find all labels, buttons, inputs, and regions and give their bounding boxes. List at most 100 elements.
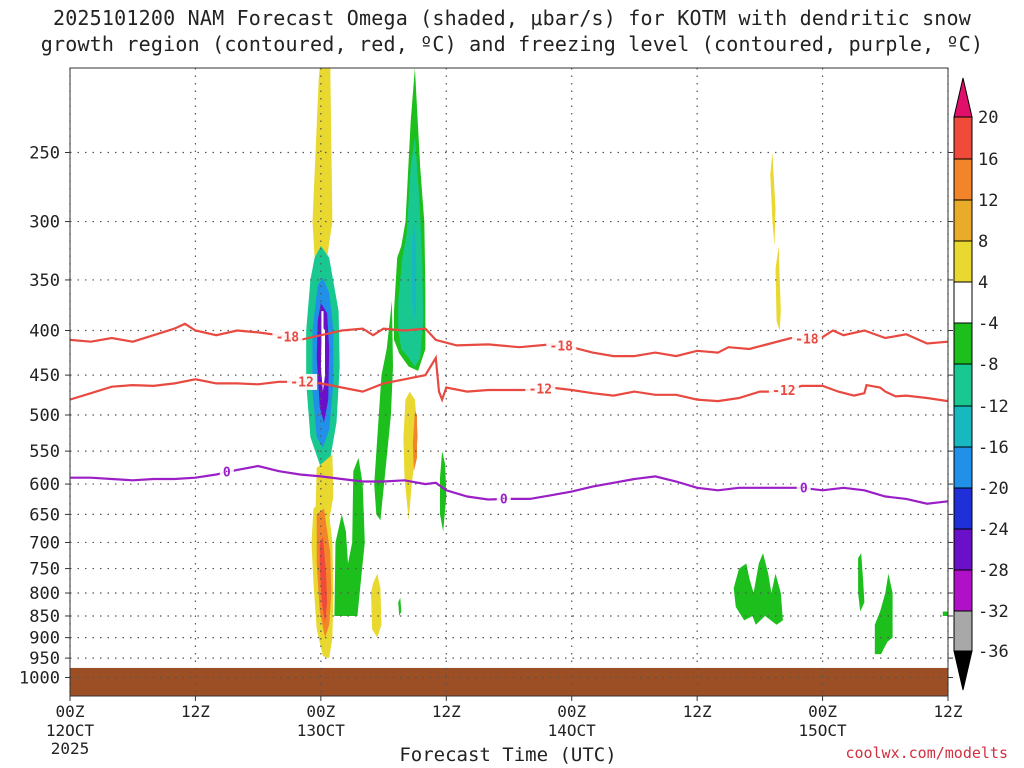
colorbar-swatch	[953, 116, 973, 160]
colorbar-swatch	[953, 322, 973, 365]
contour-layer: -18 -18 -18 -12 -12 -12 0 0 0	[70, 322, 948, 508]
y-tick-label: 800	[29, 584, 60, 604]
omega-shade-region	[398, 137, 424, 367]
colorbar-tick-label: -32	[978, 602, 1009, 622]
colorbar-swatch	[953, 487, 973, 530]
colorbar-swatch	[953, 528, 973, 571]
omega-shade-region	[942, 611, 948, 616]
x-tick-label: 12Z	[432, 702, 461, 721]
y-tick-label: 650	[29, 505, 60, 525]
y-tick-label: 850	[29, 607, 60, 627]
colorbar-bottom-arrow	[953, 650, 973, 691]
colorbar-swatch	[953, 158, 973, 201]
ground-terrain	[70, 667, 948, 696]
colorbar-top-arrow	[953, 77, 973, 118]
y-tick-label: 250	[29, 144, 60, 164]
x-tick-date-label: 13OCT	[297, 721, 346, 740]
y-tick-label: 300	[29, 213, 60, 233]
colorbar-tick-label: -24	[978, 520, 1009, 540]
colorbar-swatch	[953, 405, 973, 448]
omega-shade-region	[858, 553, 865, 612]
x-tick-label: 00Z	[56, 702, 85, 721]
contour-label-bg	[525, 380, 556, 397]
contour-label-bg	[768, 382, 799, 399]
contour-label-bg	[272, 329, 303, 346]
contour-label-bg	[791, 331, 822, 348]
omega-shade-region	[312, 68, 333, 258]
x-tick-label: 00Z	[306, 702, 335, 721]
x-tick-year-label: 2025	[51, 739, 90, 758]
colorbar-tick-label: 12	[978, 191, 998, 211]
omega-colorbar: 20 16 12 8 4 -4 -8 -12 -16 -20 -24 -28 -32 -36	[953, 77, 1009, 691]
contour-label: -12	[529, 382, 552, 397]
contour-label-bg	[546, 337, 577, 354]
y-tick-label: 750	[29, 560, 60, 580]
omega-shade-region	[412, 411, 417, 472]
contour-line	[70, 354, 948, 403]
colorbar-swatch	[953, 281, 973, 324]
y-tick-label: 1000	[19, 669, 60, 689]
contour-label-bg	[219, 464, 234, 481]
colorbar-tick-label: -20	[978, 479, 1009, 499]
chart-title-line-1: 2025101200 NAM Forecast Omega (shaded, μ…	[52, 6, 972, 30]
colorbar-swatch	[953, 446, 973, 489]
contour-label: -12	[772, 384, 795, 399]
contour-label: -18	[276, 331, 300, 346]
contour-label: -12	[290, 375, 313, 390]
colorbar-swatch	[953, 610, 973, 652]
omega-shade-region	[319, 537, 328, 623]
contour-label-bg	[796, 480, 811, 497]
colorbar-tick-label: 16	[978, 150, 998, 170]
colorbar-swatch	[953, 363, 973, 407]
contour-label-bg	[496, 491, 511, 508]
colorbar-tick-label: -4	[978, 314, 998, 334]
contour-label-bg	[287, 373, 318, 390]
contour-label: 0	[223, 466, 231, 481]
y-tick-label: 450	[29, 366, 60, 386]
y-tick-label: 400	[29, 322, 60, 342]
y-tick-label: 950	[29, 649, 60, 669]
grid-lines	[69, 68, 949, 696]
x-tick-date-label: 15OCT	[798, 721, 847, 740]
omega-shade-region	[874, 573, 893, 655]
colorbar-tick-label: 4	[978, 273, 988, 293]
omega-shade-region	[411, 221, 416, 321]
y-tick-label: 600	[29, 475, 60, 495]
y-tick-label: 350	[29, 271, 60, 291]
omega-shading-layer	[70, 68, 948, 696]
colorbar-swatch	[953, 199, 973, 242]
x-tick-date-label: 12OCT	[46, 721, 95, 740]
x-tick-label: 00Z	[557, 702, 586, 721]
colorbar-tick-label: -36	[978, 642, 1009, 662]
colorbar-tick-label: 8	[978, 232, 988, 252]
pressure-axis: 2503003504004505005506006507007508008509…	[19, 144, 953, 689]
chart-title-line-2: growth region (contoured, red, ºC) and f…	[40, 32, 984, 56]
omega-shade-region	[321, 311, 324, 376]
y-tick-label: 500	[29, 406, 60, 426]
x-tick-date-label: 14OCT	[548, 721, 597, 740]
x-tick-label: 12Z	[683, 702, 712, 721]
omega-shade-region	[440, 451, 447, 532]
x-tick-label: 12Z	[934, 702, 963, 721]
site-credit: coolwx.com/modelts	[845, 744, 1008, 762]
contour-label: -18	[795, 333, 819, 348]
contour-label: -18	[550, 339, 574, 354]
colorbar-tick-label: 20	[978, 108, 998, 128]
x-tick-label: 12Z	[181, 702, 210, 721]
omega-shade-region	[374, 301, 393, 521]
y-tick-label: 550	[29, 442, 60, 462]
colorbar-tick-label: -8	[978, 355, 998, 375]
omega-shade-region	[770, 152, 776, 246]
plot-frame	[69, 67, 949, 697]
y-tick-label: 700	[29, 533, 60, 553]
colorbar-tick-label: -12	[978, 397, 1009, 417]
y-tick-label: 900	[29, 629, 60, 649]
omega-shade-region	[398, 597, 402, 616]
omega-shade-region	[334, 457, 365, 616]
contour-label: 0	[500, 493, 508, 508]
colorbar-tick-label: -28	[978, 561, 1009, 581]
x-tick-label: 00Z	[808, 702, 837, 721]
colorbar-swatch	[953, 240, 973, 283]
